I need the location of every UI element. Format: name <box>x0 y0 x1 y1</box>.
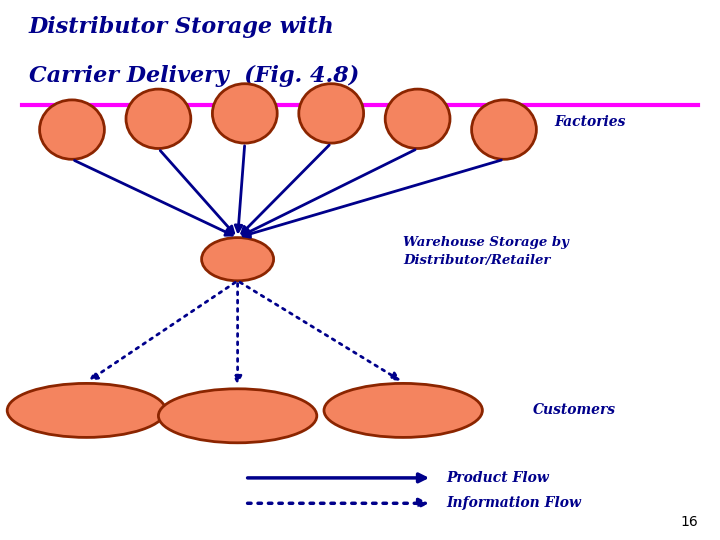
Ellipse shape <box>158 389 317 443</box>
Text: Warehouse Storage by
Distributor/Retailer: Warehouse Storage by Distributor/Retaile… <box>403 235 569 267</box>
Ellipse shape <box>324 383 482 437</box>
Text: Customers: Customers <box>533 403 616 417</box>
Ellipse shape <box>202 238 274 281</box>
Ellipse shape <box>126 89 191 148</box>
Text: Information Flow: Information Flow <box>446 496 582 510</box>
Ellipse shape <box>472 100 536 159</box>
Text: Distributor Storage with: Distributor Storage with <box>29 16 335 38</box>
Ellipse shape <box>40 100 104 159</box>
Ellipse shape <box>385 89 450 148</box>
Ellipse shape <box>7 383 166 437</box>
Text: Factories: Factories <box>554 114 626 129</box>
Ellipse shape <box>299 84 364 143</box>
Text: Carrier Delivery  (Fig. 4.8): Carrier Delivery (Fig. 4.8) <box>29 65 359 87</box>
Text: Product Flow: Product Flow <box>446 471 549 485</box>
Text: 16: 16 <box>680 515 698 529</box>
Ellipse shape <box>212 84 277 143</box>
